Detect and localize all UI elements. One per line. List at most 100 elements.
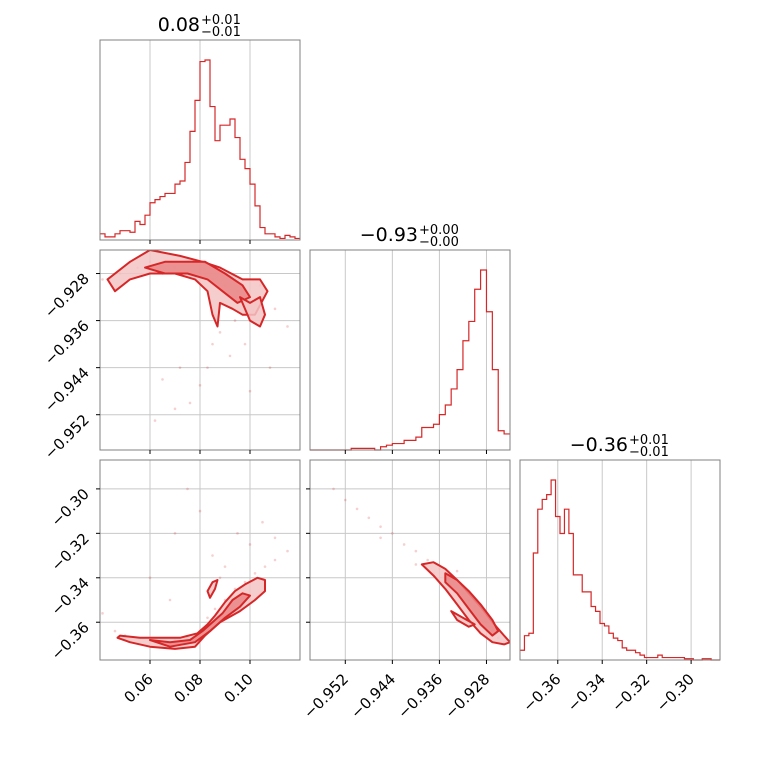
title-plus-2: +0.01 [629, 433, 669, 448]
grid-layer [100, 40, 692, 660]
x-tick-label-1-1: −0.944 [347, 670, 399, 722]
contour-group-1-2 [420, 561, 510, 646]
scatter-point-1-2-4 [379, 525, 382, 528]
histogram-step-0 [100, 59, 300, 240]
scatter-point-0-1-14 [286, 325, 289, 328]
scatter-point-0-1-29 [228, 354, 232, 358]
scatter-point-0-2-22 [211, 554, 214, 557]
histogram-step-1 [310, 269, 510, 451]
scatter-point-0-1-0 [101, 278, 104, 281]
scatter-point-0-1-26 [178, 366, 182, 369]
title-minus-0: −0.01 [201, 25, 241, 40]
contour-1-2-2 [450, 610, 476, 628]
data-layer [100, 59, 720, 661]
scatter-point-0-2-18 [148, 576, 152, 580]
contour-1-2-1 [444, 572, 500, 637]
title-param-0: 0.08 +0.01 −0.01 [158, 13, 241, 40]
scatter-point-0-1-17 [206, 366, 209, 369]
x-tick-label-1-0: −0.952 [300, 670, 352, 722]
x-tick-label-0-2: 0.10 [220, 670, 256, 706]
title-param-1: −0.93 +0.00 −0.00 [360, 223, 459, 250]
panel-1-2-frame [309, 459, 511, 661]
scatter-point-0-1-28 [248, 389, 252, 393]
histogram-step-2 [520, 479, 720, 661]
scatter-point-0-1-24 [243, 342, 247, 346]
scatter-point-1-2-5 [391, 532, 394, 535]
scatter-point-0-1-22 [218, 331, 222, 334]
scatter-point-1-2-2 [355, 507, 359, 511]
scatter-point-0-1-23 [233, 319, 237, 322]
y-tick-label-2-2: −0.32 [48, 529, 93, 574]
scatter-point-0-2-16 [273, 558, 277, 562]
scatter-point-0-2-29 [218, 576, 222, 580]
scatter-point-0-2-15 [263, 565, 267, 568]
x-tick-label-0-1: 0.08 [170, 670, 206, 706]
scatter-point-0-2-17 [286, 549, 289, 553]
x-tick-label-2-0: −0.36 [519, 670, 564, 715]
contour-group-0-1 [106, 250, 269, 328]
hist-panel-1-frame [309, 249, 511, 451]
scatter-point-0-1-27 [268, 366, 272, 369]
scatter-point-1-2-22 [414, 563, 418, 566]
scatter-point-0-2-13 [243, 580, 247, 584]
y-tick-label-1-2: −0.936 [41, 317, 93, 369]
tick-layer: 0.06 0.08 0.10 −0.952−0.944−0.936−0.928 −0.3… [41, 240, 698, 722]
y-tick-label-1-3: −0.928 [41, 270, 93, 322]
scatter-point-0-1-18 [198, 383, 202, 387]
title-plus-1: +0.00 [419, 223, 459, 238]
scatter-point-0-2-10 [213, 607, 217, 611]
y-tick-label-1-1: −0.944 [41, 364, 93, 416]
title-minus-1: −0.00 [419, 235, 459, 250]
contour-0-2-0 [116, 576, 266, 650]
scatter-point-1-2-1 [343, 498, 347, 502]
y-tick-label-2-3: −0.30 [48, 485, 93, 530]
hist-panel-2-frame [519, 459, 721, 661]
scatter-point-0-2-23 [223, 565, 227, 568]
scatter-point-1-2-3 [367, 516, 371, 520]
contour-0-2-2 [206, 579, 219, 599]
scatter-point-0-1-20 [173, 407, 177, 411]
y-tick-label-2-0: −0.36 [48, 618, 93, 663]
scatter-point-1-2-0 [332, 487, 335, 491]
scatter-point-0-2-25 [248, 543, 252, 546]
scatter-point-0-1-13 [273, 307, 277, 311]
scatter-point-0-1-21 [153, 419, 157, 422]
title-value-1: −0.93 [360, 224, 418, 246]
x-tick-label-0-0: 0.06 [120, 670, 156, 706]
scatter-point-0-2-24 [236, 532, 239, 535]
scatter-point-0-2-9 [206, 616, 209, 620]
scatter-point-0-2-0 [101, 612, 104, 615]
scatter-point-0-2-20 [186, 487, 189, 491]
frame-layer [99, 39, 721, 661]
x-tick-label-2-1: −0.34 [564, 670, 609, 715]
contour-0-1-1 [144, 260, 251, 304]
x-tick-label-1-3: −0.928 [441, 670, 493, 722]
scatter-point-0-2-19 [173, 532, 177, 535]
x-tick-label-1-2: −0.936 [394, 670, 446, 722]
title-value-2: −0.36 [570, 434, 628, 456]
scatter-point-0-2-26 [261, 520, 264, 524]
scatter-point-1-2-20 [455, 569, 459, 573]
x-tick-label-2-3: −0.30 [653, 670, 698, 715]
x-tick-label-2-2: −0.32 [608, 670, 653, 715]
scatter-point-0-2-1 [113, 629, 117, 633]
scatter-point-0-2-14 [253, 572, 257, 575]
y-tick-label-2-1: −0.34 [48, 574, 93, 619]
scatter-point-0-2-27 [273, 536, 277, 540]
scatter-point-1-2-23 [379, 536, 382, 540]
y-tick-label-1-0: −0.952 [41, 411, 93, 463]
title-param-2: −0.36 +0.01 −0.01 [570, 433, 669, 460]
scatter-point-0-1-25 [161, 378, 164, 381]
title-plus-0: +0.01 [201, 13, 241, 28]
contour-0-1-2 [239, 296, 266, 328]
scatter-point-0-2-28 [168, 598, 172, 602]
contour-0-2-1 [149, 592, 251, 648]
scatter-point-0-2-21 [198, 509, 202, 513]
scatter-point-1-2-8 [426, 558, 429, 562]
title-value-0: 0.08 [158, 14, 200, 36]
scatter-point-1-2-6 [402, 543, 406, 546]
contour-group-0-2 [116, 576, 266, 650]
scatter-point-0-1-16 [211, 342, 214, 346]
title-minus-2: −0.01 [629, 445, 669, 460]
